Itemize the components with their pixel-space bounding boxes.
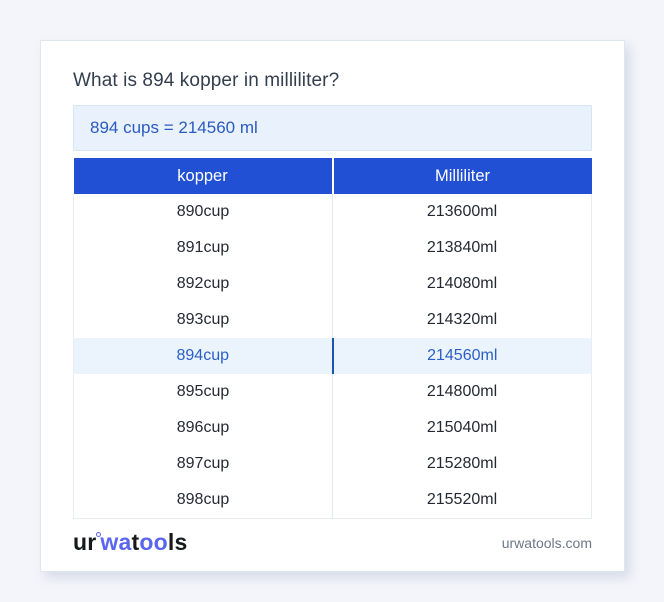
milliliter-cell: 214560ml: [332, 338, 592, 374]
logo-glasses-segment: oo: [139, 529, 168, 555]
domain-link[interactable]: urwatools.com: [501, 534, 592, 551]
kopper-cell: 890cup: [73, 194, 333, 230]
table-row: 892cup 214080ml: [73, 266, 592, 302]
milliliter-cell: 215520ml: [332, 482, 592, 519]
logo-segment-blue: wa: [100, 529, 132, 555]
kopper-cell: 897cup: [73, 446, 333, 482]
logo-segment-dark: t: [131, 529, 140, 555]
milliliter-cell: 215280ml: [332, 446, 592, 482]
answer-box: 894 cups = 214560 ml: [73, 105, 592, 151]
milliliter-cell: 213840ml: [332, 230, 592, 266]
kopper-cell: 895cup: [73, 374, 333, 410]
table-row: 890cup 213600ml: [73, 194, 592, 230]
kopper-cell: 894cup: [73, 338, 334, 374]
logo-segment-dark: ur: [73, 529, 97, 555]
page-title: What is 894 kopper in milliliter?: [73, 70, 340, 91]
conversion-table: kopper Milliliter 890cup 213600ml 891cup…: [73, 158, 592, 519]
answer-text: 894 cups = 214560 ml: [90, 118, 258, 137]
table-row: 896cup 215040ml: [73, 410, 592, 446]
urwatools-logo[interactable]: ur watools: [73, 531, 187, 554]
table-row: 891cup 213840ml: [73, 230, 592, 266]
converter-card: What is 894 kopper in milliliter? 894 cu…: [40, 40, 625, 572]
kopper-cell: 896cup: [73, 410, 333, 446]
milliliter-cell: 215040ml: [332, 410, 592, 446]
table-row-highlighted: 894cup 214560ml: [73, 338, 592, 374]
table-header: kopper Milliliter: [73, 158, 592, 194]
table-body: 890cup 213600ml 891cup 213840ml 892cup 2…: [73, 194, 592, 519]
milliliter-cell: 214800ml: [332, 374, 592, 410]
column-header-kopper: kopper: [73, 158, 334, 194]
milliliter-cell: 213600ml: [332, 194, 592, 230]
table-row: 898cup 215520ml: [73, 482, 592, 519]
card-footer: ur watools urwatools.com: [73, 519, 592, 567]
logo-ring-icon: [96, 532, 102, 537]
table-row: 895cup 214800ml: [73, 374, 592, 410]
table-row: 897cup 215280ml: [73, 446, 592, 482]
logo-segment-dark: ls: [167, 529, 188, 555]
milliliter-cell: 214320ml: [332, 302, 592, 338]
table-row: 893cup 214320ml: [73, 302, 592, 338]
kopper-cell: 893cup: [73, 302, 333, 338]
kopper-cell: 891cup: [73, 230, 333, 266]
kopper-cell: 892cup: [73, 266, 333, 302]
milliliter-cell: 214080ml: [332, 266, 592, 302]
column-header-milliliter: Milliliter: [332, 158, 592, 194]
kopper-cell: 898cup: [73, 482, 333, 519]
